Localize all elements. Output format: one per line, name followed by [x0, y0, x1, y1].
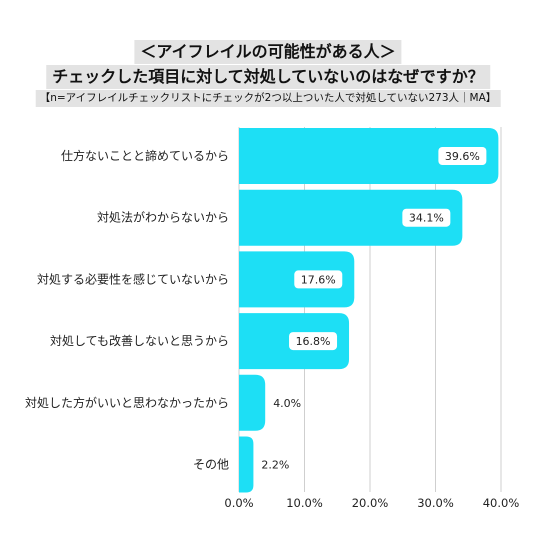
category-label-4: 対処した方がいいと思わなかったから — [25, 395, 229, 410]
value-label-2: 17.6% — [301, 273, 336, 286]
bar-5 — [239, 436, 254, 493]
x-tick-label-2: 20.0% — [352, 496, 389, 510]
x-tick-label-4: 40.0% — [483, 496, 520, 510]
x-tick-label-0: 0.0% — [224, 496, 253, 510]
bar-0 — [239, 128, 499, 184]
value-label-4: 4.0% — [273, 397, 301, 410]
chart-subtitle: 【n=アイフレイルチェックリストにチェックが2つ以上ついた人で対処していない27… — [35, 90, 501, 107]
value-label-5: 2.2% — [261, 459, 289, 472]
value-label-0: 39.6% — [445, 150, 480, 163]
category-label-0: 仕方ないことと諦めているから — [61, 148, 229, 163]
chart-title-line2: チェックした項目に対して対処していないのはなぜですか？ — [46, 65, 490, 89]
value-label-box-3 — [289, 332, 338, 351]
bar-4 — [239, 374, 266, 431]
x-tick-label-3: 30.0% — [417, 496, 454, 510]
x-tick-label-1: 10.0% — [286, 496, 323, 510]
value-label-box-2 — [294, 270, 343, 289]
chart-title-line1: ＜アイフレイルの可能性がある人＞ — [134, 40, 402, 64]
value-label-1: 34.1% — [409, 212, 444, 225]
category-label-3: 対処しても改善しないと思うから — [50, 333, 229, 348]
value-label-box-1 — [402, 208, 451, 227]
category-label-2: 対処する必要性を感じていないから — [37, 271, 229, 286]
bar-1 — [239, 189, 463, 246]
value-label-box-0 — [438, 147, 487, 165]
value-label-3: 16.8% — [296, 335, 331, 348]
category-label-5: その他 — [193, 458, 229, 472]
category-label-1: 対処法がわからないから — [97, 210, 229, 225]
